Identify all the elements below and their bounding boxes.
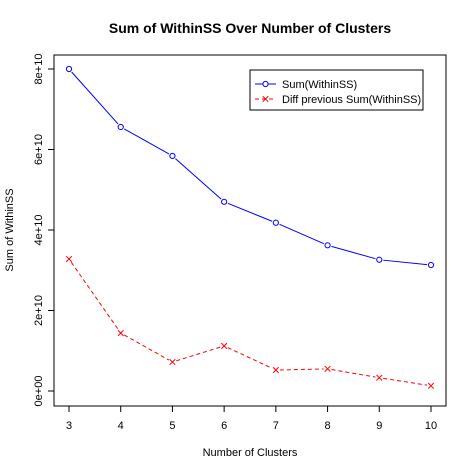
x-tick-label: 6 (221, 420, 227, 432)
y-tick-label: 6e+10 (33, 134, 45, 165)
series-2-segment (123, 334, 170, 361)
series-1-segment (331, 245, 376, 260)
data-point (65, 255, 73, 263)
legend-label: Sum(WithinSS) (282, 79, 357, 91)
series-2-segment (383, 377, 428, 386)
data-point (324, 365, 331, 373)
data-point (65, 65, 73, 73)
series-2-segment (279, 368, 324, 371)
y-tick-label: 8e+10 (33, 54, 45, 85)
data-point (376, 256, 383, 263)
legend-marker (262, 80, 269, 88)
x-tick-label: 8 (325, 420, 331, 432)
data-point (272, 366, 280, 374)
x-tick-label: 10 (425, 420, 437, 432)
data-point (169, 358, 176, 366)
series-2-segment (227, 347, 273, 369)
legend-label: Diff previous Sum(WithinSS) (282, 94, 421, 106)
x-tick-label: 7 (273, 420, 279, 432)
data-point (427, 261, 435, 269)
x-axis-label: Number of Clusters (203, 447, 298, 459)
series-1 (65, 65, 435, 269)
series-1-segment (71, 71, 119, 125)
series-1-segment (383, 259, 428, 266)
chart-title: Sum of WithinSS Over Number of Clusters (109, 20, 391, 36)
data-point (324, 242, 331, 249)
series-2-segment (176, 346, 221, 362)
legend-box (249, 69, 424, 111)
x-tick-label: 4 (118, 420, 124, 432)
data-point (272, 219, 279, 226)
series-layer (65, 65, 435, 389)
legend: Sum(WithinSS) Diff previous Sum(WithinSS) (249, 69, 424, 111)
x-tick-label: 9 (376, 420, 382, 432)
x-tick-label: 5 (169, 420, 175, 432)
data-point (169, 152, 176, 160)
series-1-segment (227, 202, 273, 222)
series-1-segment (279, 223, 325, 245)
series-2-segment (331, 369, 376, 378)
x-axis: 3 4 5 6 7 8 9 10 (66, 405, 437, 432)
data-point (427, 382, 435, 389)
legend-item: Sum(WithinSS) (255, 79, 357, 91)
data-point (376, 374, 383, 381)
data-point (117, 123, 124, 131)
x-tick-label: 3 (66, 420, 72, 432)
y-axis-label: Sum of WithinSS (4, 188, 16, 271)
y-axis: 0e+00 2e+10 4e+10 6e+10 8e+10 (33, 54, 55, 407)
data-point (221, 198, 228, 205)
data-point (117, 329, 124, 337)
legend-item: Diff previous Sum(WithinSS) (255, 94, 421, 106)
y-tick-label: 2e+10 (33, 295, 45, 326)
y-tick-label: 0e+00 (33, 376, 45, 407)
series-2-segment (70, 261, 119, 331)
series-2 (65, 255, 435, 389)
series-1-segment (175, 158, 222, 200)
legend-marker (262, 95, 269, 103)
series-1-segment (123, 128, 170, 155)
data-point (220, 342, 228, 350)
y-tick-label: 4e+10 (33, 215, 45, 246)
